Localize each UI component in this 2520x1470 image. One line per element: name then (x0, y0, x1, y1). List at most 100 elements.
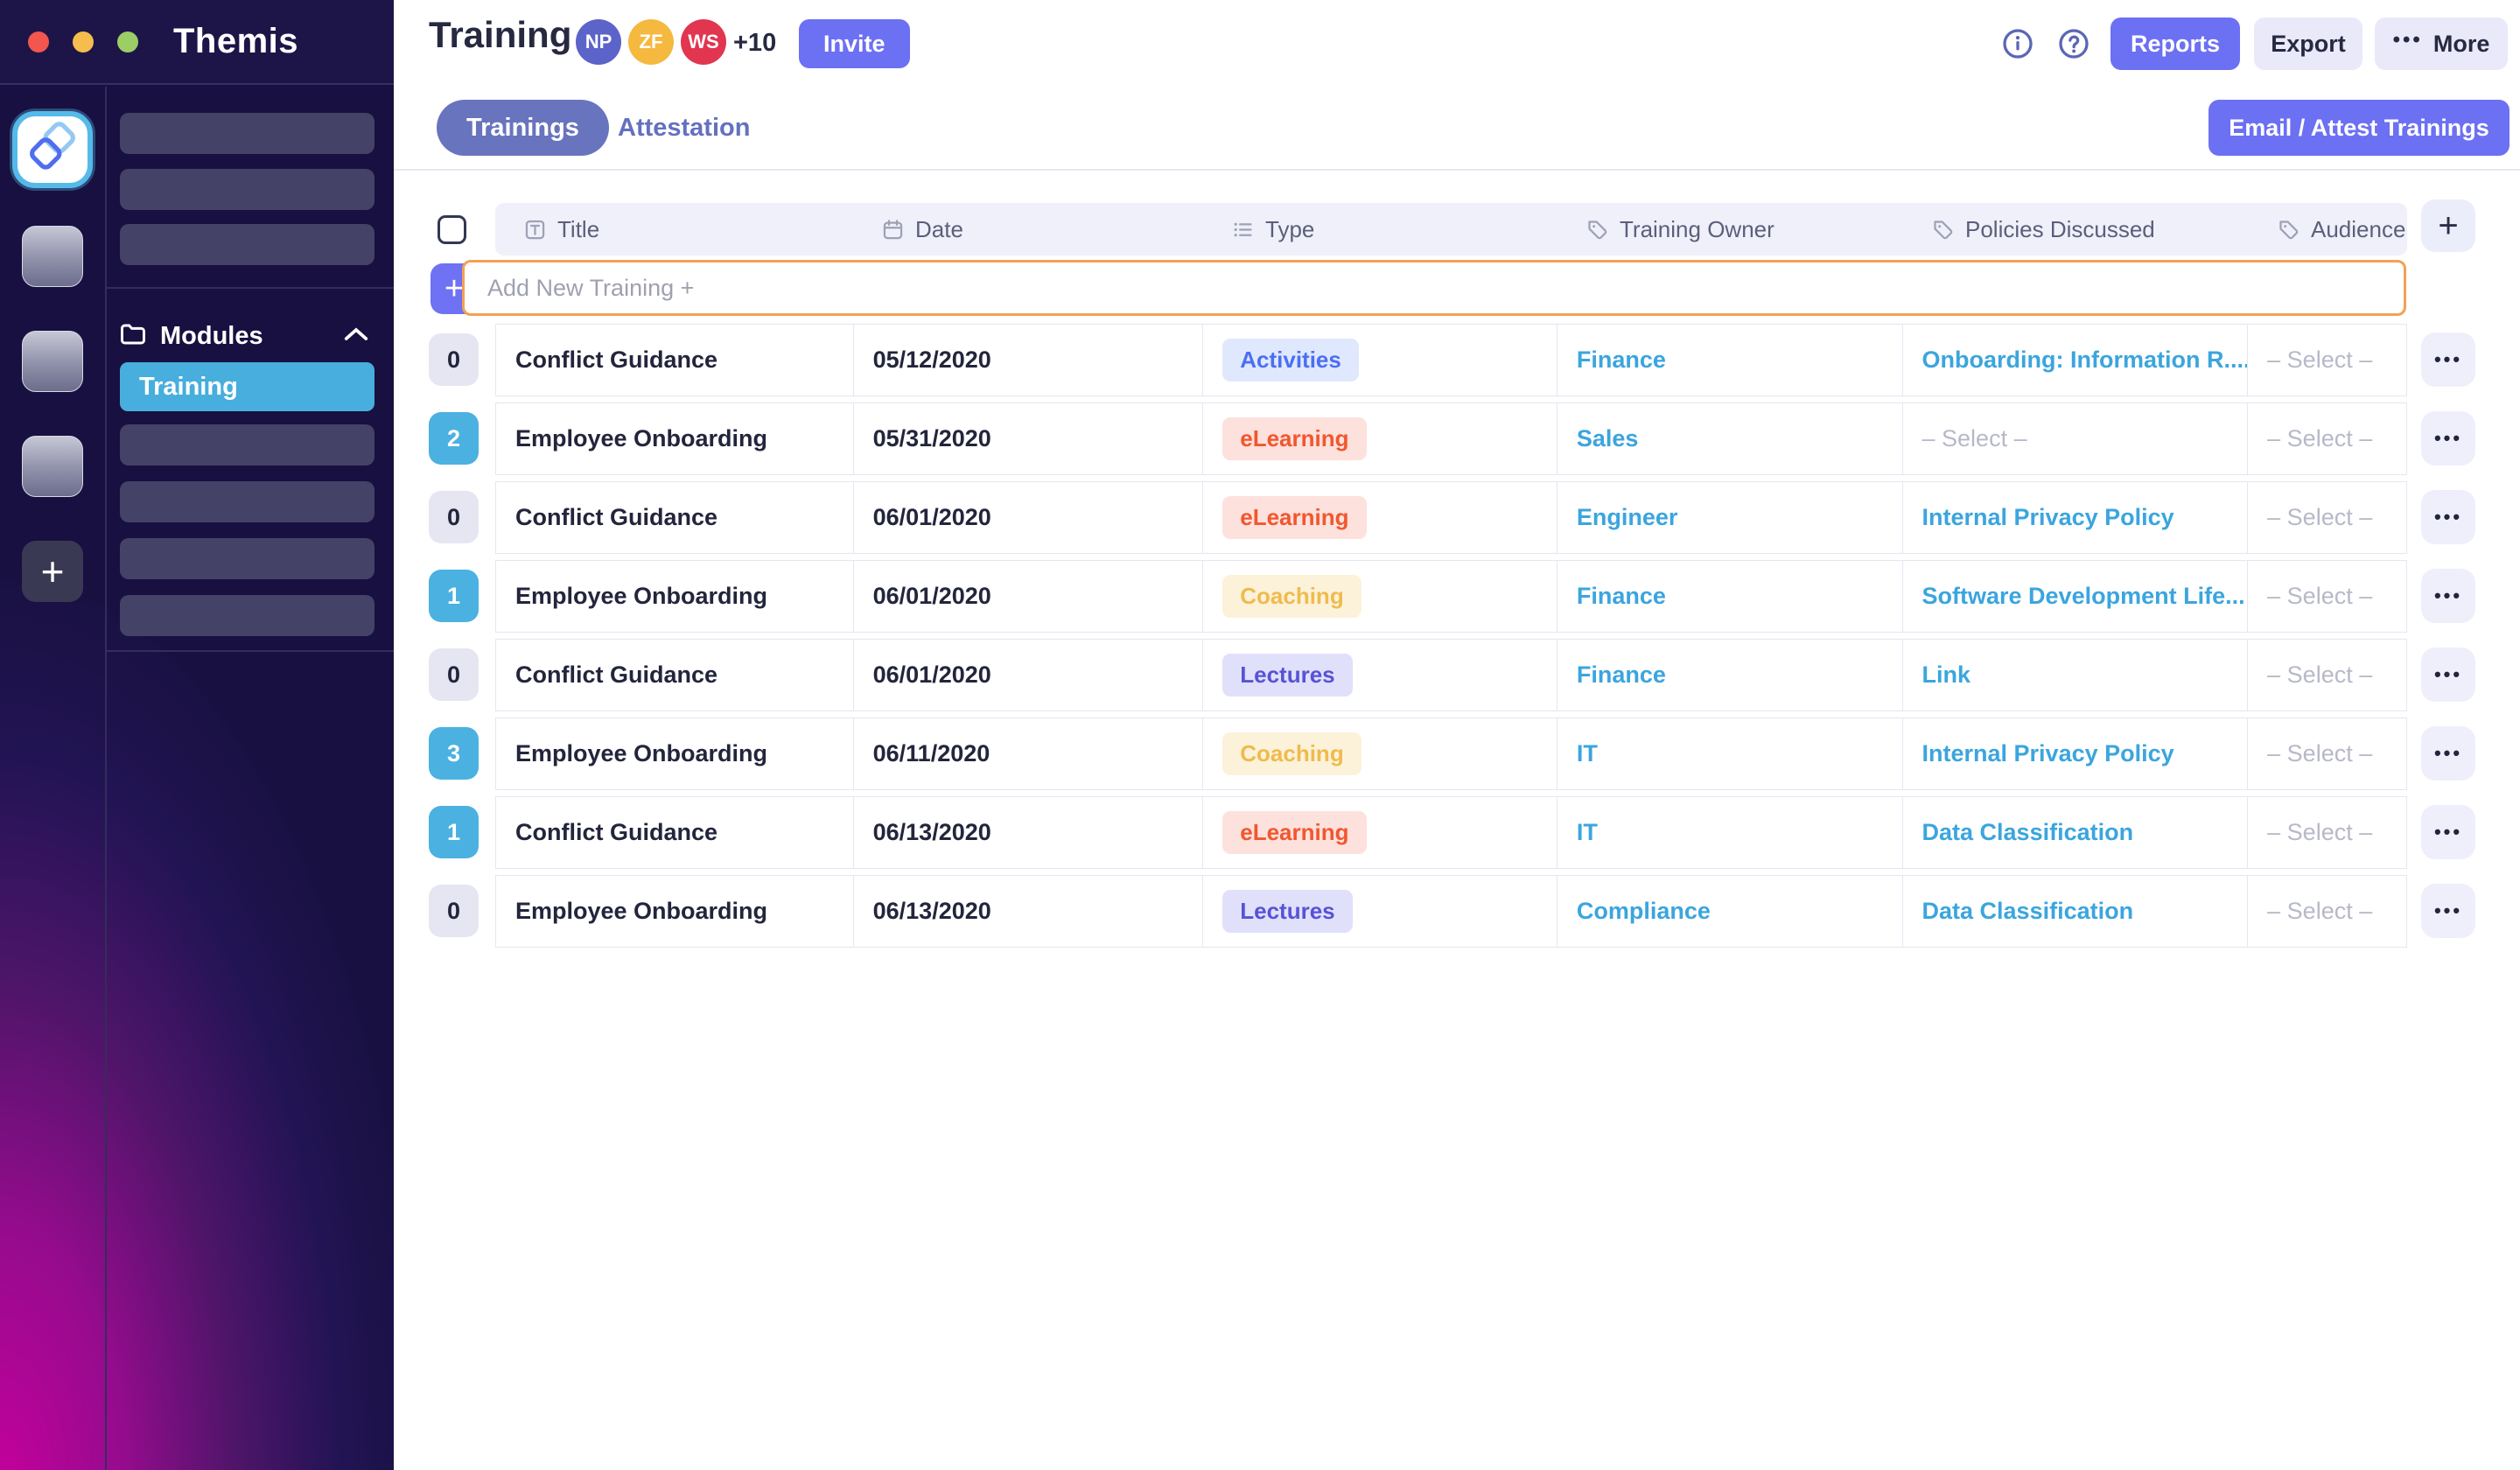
row-more-button[interactable]: ••• (2421, 805, 2475, 859)
training-date-cell[interactable]: 06/13/2020 (872, 898, 991, 924)
audience-select[interactable]: – Select – (2267, 898, 2373, 924)
training-type-chip[interactable]: Coaching (1222, 575, 1362, 618)
export-button[interactable]: Export (2254, 18, 2362, 70)
sidebar-item-training[interactable]: Training (120, 362, 374, 411)
workspace-placeholder-icon[interactable] (22, 331, 83, 392)
nav-placeholder-item[interactable] (120, 113, 374, 154)
training-title-cell[interactable]: Employee Onboarding (515, 898, 768, 924)
training-title-cell[interactable]: Employee Onboarding (515, 425, 768, 452)
column-header-policies-discussed[interactable]: Policies Discussed (1903, 216, 2249, 243)
module-placeholder-item[interactable] (120, 595, 374, 636)
help-icon[interactable] (2058, 28, 2090, 60)
attestation-count-badge[interactable]: 0 (429, 648, 479, 701)
training-title-cell[interactable]: Employee Onboarding (515, 583, 768, 609)
row-more-button[interactable]: ••• (2421, 332, 2475, 387)
active-workspace-icon[interactable] (12, 111, 93, 188)
attestation-count-badge[interactable]: 0 (429, 333, 479, 386)
tab-trainings[interactable]: Trainings (437, 100, 609, 156)
minimize-window-button[interactable] (73, 31, 94, 52)
attestation-count-badge[interactable]: 0 (429, 885, 479, 937)
reports-button[interactable]: Reports (2110, 18, 2240, 70)
training-date-cell[interactable]: 05/31/2020 (872, 425, 991, 452)
module-placeholder-item[interactable] (120, 481, 374, 522)
training-type-chip[interactable]: Coaching (1222, 732, 1362, 775)
select-all-checkbox[interactable] (438, 215, 466, 244)
add-workspace-button[interactable]: + (22, 541, 83, 602)
training-title-cell[interactable]: Employee Onboarding (515, 740, 768, 766)
training-date-cell[interactable]: 06/01/2020 (872, 504, 991, 530)
training-type-chip[interactable]: eLearning (1222, 417, 1367, 460)
email-attest-trainings-button[interactable]: Email / Attest Trainings (2208, 100, 2510, 156)
audience-select[interactable]: – Select – (2267, 346, 2373, 373)
row-more-button[interactable]: ••• (2421, 726, 2475, 780)
avatar[interactable]: NP (576, 19, 621, 65)
workspace-placeholder-icon[interactable] (22, 436, 83, 497)
avatar[interactable]: ZF (628, 19, 674, 65)
policies-discussed-cell[interactable]: Data Classification (1922, 898, 2134, 924)
row-more-button[interactable]: ••• (2421, 569, 2475, 623)
training-title-cell[interactable]: Conflict Guidance (515, 504, 718, 530)
column-header-title[interactable]: Title (495, 216, 853, 243)
policies-discussed-cell[interactable]: Onboarding: Information R.... (1922, 346, 2249, 373)
audience-select[interactable]: – Select – (2267, 504, 2373, 530)
add-new-training-input[interactable] (462, 260, 2406, 316)
audience-select[interactable]: – Select – (2267, 425, 2373, 452)
attestation-count-badge[interactable]: 2 (429, 412, 479, 465)
more-button[interactable]: ••• More (2375, 18, 2508, 70)
attestation-count-badge[interactable]: 3 (429, 727, 479, 780)
policies-discussed-cell[interactable]: Internal Privacy Policy (1922, 740, 2174, 766)
audience-select[interactable]: – Select – (2267, 662, 2373, 688)
training-owner-link[interactable]: Finance (1576, 662, 1666, 688)
workspace-placeholder-icon[interactable] (22, 226, 83, 287)
modules-section-header[interactable]: Modules (120, 322, 374, 351)
training-type-chip[interactable]: Activities (1222, 339, 1359, 382)
invite-button[interactable]: Invite (799, 19, 910, 68)
training-owner-link[interactable]: Engineer (1576, 504, 1678, 530)
info-icon[interactable] (2002, 28, 2034, 60)
row-more-button[interactable]: ••• (2421, 411, 2475, 466)
attestation-count-badge[interactable]: 0 (429, 491, 479, 543)
training-title-cell[interactable]: Conflict Guidance (515, 662, 718, 688)
column-header-type[interactable]: Type (1203, 216, 1558, 243)
policies-discussed-cell[interactable]: Data Classification (1922, 819, 2134, 845)
audience-select[interactable]: – Select – (2267, 583, 2373, 609)
audience-select[interactable]: – Select – (2267, 819, 2373, 845)
policies-discussed-cell[interactable]: Internal Privacy Policy (1922, 504, 2174, 530)
row-more-button[interactable]: ••• (2421, 490, 2475, 544)
column-header-date[interactable]: Date (853, 216, 1203, 243)
close-window-button[interactable] (28, 31, 49, 52)
training-owner-link[interactable]: Finance (1576, 346, 1666, 373)
attestation-count-badge[interactable]: 1 (429, 806, 479, 858)
column-header-audience[interactable]: Audience (2249, 216, 2407, 243)
audience-select[interactable]: – Select – (2267, 740, 2373, 766)
training-owner-link[interactable]: Sales (1576, 425, 1639, 452)
module-placeholder-item[interactable] (120, 424, 374, 466)
avatar-overflow-count[interactable]: +10 (733, 29, 777, 57)
training-date-cell[interactable]: 06/01/2020 (872, 583, 991, 609)
avatar[interactable]: WS (681, 19, 726, 65)
training-type-chip[interactable]: eLearning (1222, 496, 1367, 539)
policies-discussed-cell[interactable]: Link (1922, 662, 1971, 688)
training-date-cell[interactable]: 06/13/2020 (872, 819, 991, 845)
module-placeholder-item[interactable] (120, 538, 374, 579)
training-owner-link[interactable]: IT (1576, 819, 1598, 845)
column-header-training-owner[interactable]: Training Owner (1558, 216, 1903, 243)
training-owner-link[interactable]: Compliance (1576, 898, 1711, 924)
training-title-cell[interactable]: Conflict Guidance (515, 346, 718, 373)
training-owner-link[interactable]: Finance (1576, 583, 1666, 609)
policies-discussed-cell[interactable]: Software Development Life... (1922, 583, 2245, 609)
chevron-up-icon[interactable] (343, 326, 369, 346)
tab-attestation[interactable]: Attestation (618, 113, 751, 142)
row-more-button[interactable]: ••• (2421, 648, 2475, 702)
training-type-chip[interactable]: Lectures (1222, 890, 1353, 933)
policies-discussed-cell[interactable]: – Select – (1922, 425, 2027, 452)
training-date-cell[interactable]: 05/12/2020 (872, 346, 991, 373)
training-type-chip[interactable]: eLearning (1222, 811, 1367, 854)
zoom-window-button[interactable] (117, 31, 138, 52)
training-date-cell[interactable]: 06/01/2020 (872, 662, 991, 688)
training-date-cell[interactable]: 06/11/2020 (872, 740, 990, 766)
attestation-count-badge[interactable]: 1 (429, 570, 479, 622)
training-type-chip[interactable]: Lectures (1222, 654, 1353, 696)
training-title-cell[interactable]: Conflict Guidance (515, 819, 718, 845)
training-owner-link[interactable]: IT (1576, 740, 1598, 766)
